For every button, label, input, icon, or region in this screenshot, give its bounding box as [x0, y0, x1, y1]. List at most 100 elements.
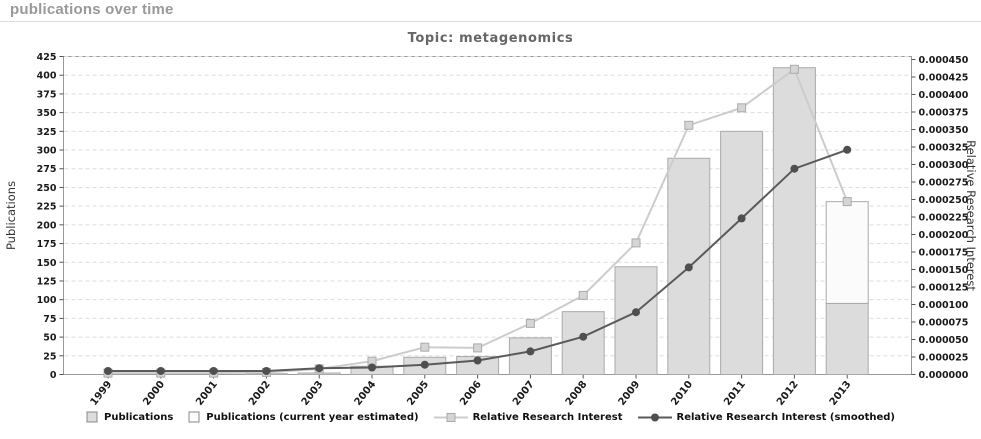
bar-2013 — [825, 302, 869, 375]
bar-2007 — [508, 337, 552, 375]
x-tick-label: 2003 — [300, 379, 326, 407]
plot-frame — [63, 56, 912, 375]
right-tick-label: 0.000150 — [919, 265, 969, 276]
line-relative-research-interest-smoothed — [104, 145, 852, 375]
legend-label: Publications — [104, 412, 174, 423]
x-tick-label: 1999 — [89, 379, 115, 407]
right-tick-label: 0.000175 — [919, 248, 969, 259]
publications-chart: Topic: metagenomics 0 25 50 75 100 125 150 175 2… — [0, 22, 981, 439]
x-tick-label: 2008 — [564, 379, 590, 407]
bar-2008 — [561, 311, 605, 375]
right-tick-label: 0.000425 — [919, 73, 969, 84]
smoothed-marker-2011 — [737, 214, 746, 223]
right-tick-label: 0.000350 — [919, 125, 969, 136]
smoothed-marker-2003 — [315, 364, 324, 373]
legend-label: Relative Research Interest (smoothed) — [676, 412, 896, 423]
smoothed-marker-2005 — [420, 360, 429, 369]
right-tick-label: 0.000125 — [919, 283, 969, 294]
legend-item-bar-solid: Publications — [86, 411, 173, 424]
line-circle-swatch-icon — [637, 413, 672, 422]
left-tick-label: 0 — [50, 370, 57, 381]
bar-2011 — [720, 130, 764, 375]
left-tick-label: 150 — [37, 258, 57, 269]
right-tick-label: 0.000300 — [919, 160, 969, 171]
right-tick-label: 0.000450 — [919, 55, 969, 66]
right-tick-label: 0.000275 — [919, 178, 969, 189]
x-tick-label: 2005 — [405, 379, 431, 407]
right-tick-label: 0.000225 — [919, 213, 969, 224]
legend-label: Relative Research Interest — [472, 412, 623, 423]
x-tick-label: 2001 — [194, 379, 220, 407]
legend-label: Publications (current year estimated) — [206, 412, 419, 423]
right-axis-title: Relative Research Interest — [964, 140, 978, 291]
smoothed-marker-2004 — [368, 363, 376, 372]
left-tick-label: 125 — [37, 276, 57, 287]
x-tick-label: 2000 — [141, 379, 167, 407]
right-tick-label: 0.000075 — [919, 318, 969, 329]
smoothed-marker-2013 — [843, 145, 852, 154]
x-tick-label: 2004 — [353, 379, 379, 407]
left-tick-label: 75 — [43, 314, 56, 325]
right-tick-label: 0.000050 — [919, 335, 969, 346]
smoothed-marker-2002 — [262, 367, 271, 375]
chart-legend: Publications Publications (current year e… — [0, 411, 981, 424]
right-tick-label: 0.000025 — [919, 353, 969, 364]
smoothed-marker-2008 — [579, 332, 588, 341]
rri-marker-2011 — [737, 103, 747, 113]
x-tick-label: 2013 — [828, 379, 854, 407]
left-tick-label: 375 — [37, 89, 57, 100]
rri-marker-2012 — [789, 64, 799, 74]
page-title: publications over time — [0, 0, 981, 22]
left-tick-label: 425 — [37, 52, 57, 63]
legend-item-bar-empty: Publications (current year estimated) — [188, 411, 419, 424]
rri-marker-2009 — [631, 238, 641, 248]
x-tick-label: 2012 — [775, 379, 801, 407]
bar-2009 — [614, 266, 658, 375]
rri-marker-2005 — [420, 342, 430, 352]
bar-2012 — [772, 67, 816, 375]
y-axis-left: 0 25 50 75 100 125 150 175 200 225 250 275 300 325 350… — [4, 52, 64, 381]
x-tick-label: 2009 — [617, 379, 643, 407]
gridlines — [64, 56, 911, 357]
smoothed-marker-2010 — [684, 263, 693, 272]
smoothed-marker-2001 — [209, 367, 218, 375]
legend-item-line-circle: Relative Research Interest (smoothed) — [637, 411, 896, 424]
left-tick-label: 300 — [37, 146, 57, 157]
right-tick-label: 0.000375 — [919, 108, 969, 119]
left-tick-label: 175 — [37, 239, 57, 250]
x-tick-label: 2002 — [247, 379, 273, 407]
rri-marker-2010 — [684, 120, 694, 130]
left-tick-label: 275 — [37, 164, 57, 175]
rri-marker-2008 — [578, 290, 588, 300]
left-tick-label: 250 — [37, 183, 57, 194]
chart-title: Topic: metagenomics — [407, 31, 574, 46]
smoothed-marker-2000 — [156, 367, 165, 375]
right-tick-label: 0.000200 — [919, 230, 969, 241]
smoothed-marker-2007 — [526, 347, 535, 356]
left-tick-label: 350 — [37, 108, 57, 119]
x-tick-label: 2010 — [669, 379, 695, 407]
smoothed-marker-2006 — [473, 356, 482, 365]
rri-marker-2006 — [473, 343, 483, 353]
bar-empty-swatch-icon — [188, 411, 200, 423]
legend-item-line-square: Relative Research Interest — [433, 411, 623, 424]
left-tick-label: 225 — [37, 202, 57, 213]
left-tick-label: 200 — [37, 220, 57, 231]
smoothed-marker-2009 — [632, 308, 640, 317]
chart-plot: 0 25 50 75 100 125 150 175 200 225 250 275 300 325 350… — [4, 52, 978, 407]
x-axis: 1999 2000 2001 2002 2003 2004 2005 2006 2007 2008… — [89, 374, 854, 407]
smoothed-marker-1999 — [104, 367, 112, 375]
right-tick-label: 0.000000 — [919, 370, 969, 381]
left-tick-label: 325 — [37, 127, 57, 138]
left-tick-label: 400 — [37, 71, 57, 82]
rri-marker-2007 — [525, 318, 535, 328]
left-tick-label: 25 — [43, 351, 56, 362]
left-axis-title: Publications — [4, 181, 18, 250]
right-tick-label: 0.000250 — [919, 195, 969, 206]
right-tick-label: 0.000400 — [919, 90, 969, 101]
smoothed-marker-2012 — [790, 164, 799, 173]
y-axis-right: 0.000000 0.000025 0.000050 0.000075 0.000100… — [911, 55, 978, 381]
x-tick-label: 2011 — [722, 379, 748, 407]
right-tick-label: 0.000325 — [919, 143, 969, 154]
bar-estimated-2013 — [825, 201, 869, 304]
